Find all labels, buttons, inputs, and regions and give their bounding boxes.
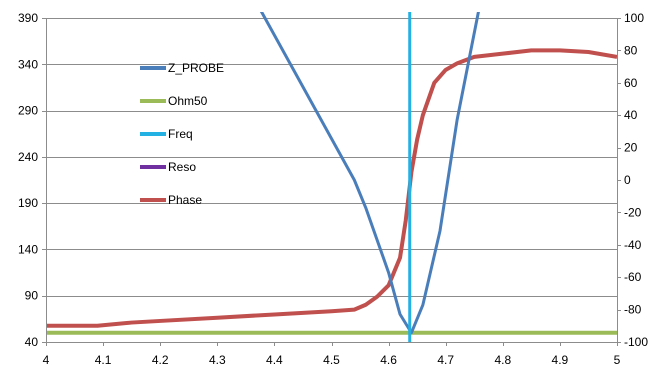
y-tick-label: 240 bbox=[18, 150, 38, 164]
x-tick-label: 4.6 bbox=[380, 353, 397, 367]
y2-tick-label: -60 bbox=[624, 270, 642, 284]
x-tick-label: 4.9 bbox=[552, 353, 569, 367]
x-tick-label: 4.5 bbox=[323, 353, 340, 367]
tick-labels: 40 90 140 190 240 290 340 390 -100 -80 -60 -40 -20 0 2… bbox=[18, 11, 648, 367]
y-tick-label: 140 bbox=[18, 242, 38, 256]
x-tick-label: 4.2 bbox=[152, 353, 169, 367]
legend-label-ohm50: Ohm50 bbox=[168, 94, 208, 108]
y2-tick-label: -80 bbox=[624, 303, 642, 317]
x-tick-label: 4.8 bbox=[494, 353, 511, 367]
y2-tick-label: 100 bbox=[624, 11, 644, 25]
series-line-phase bbox=[46, 48, 617, 328]
x-tick-label: 4.7 bbox=[437, 353, 454, 367]
y2-tick-label: -100 bbox=[624, 335, 648, 349]
y-tick-label: 340 bbox=[18, 57, 38, 71]
x-tick-label: 4.3 bbox=[209, 353, 226, 367]
y2-tick-label: 80 bbox=[624, 43, 638, 57]
y2-tick-label: 40 bbox=[624, 108, 638, 122]
y2-tick-label: 60 bbox=[624, 76, 638, 90]
y-tick-label: 90 bbox=[25, 289, 39, 303]
y2-tick-label: -20 bbox=[624, 205, 642, 219]
legend: Z_PROBE Ohm50 Freq Reso Phase bbox=[140, 61, 224, 207]
x-tick-label: 4 bbox=[43, 353, 50, 367]
y-tick-label: 40 bbox=[25, 335, 39, 349]
series-line-z-probe bbox=[259, 12, 480, 335]
y2-tick-label: 0 bbox=[624, 173, 631, 187]
y2-tick-label: 20 bbox=[624, 141, 638, 155]
gridlines bbox=[46, 18, 617, 343]
x-tick-label: 4.4 bbox=[266, 353, 283, 367]
legend-label-freq: Freq bbox=[168, 127, 193, 141]
y2-tick-label: -40 bbox=[624, 238, 642, 252]
legend-label-phase: Phase bbox=[168, 193, 202, 207]
y-tick-label: 190 bbox=[18, 196, 38, 210]
axes bbox=[42, 18, 621, 346]
plot-area bbox=[46, 12, 617, 342]
y-tick-label: 390 bbox=[18, 11, 38, 25]
legend-label-z-probe: Z_PROBE bbox=[168, 61, 224, 75]
x-tick-label: 4.1 bbox=[95, 353, 112, 367]
legend-label-reso: Reso bbox=[168, 160, 196, 174]
x-tick-label: 5 bbox=[614, 353, 621, 367]
y-tick-label: 290 bbox=[18, 104, 38, 118]
